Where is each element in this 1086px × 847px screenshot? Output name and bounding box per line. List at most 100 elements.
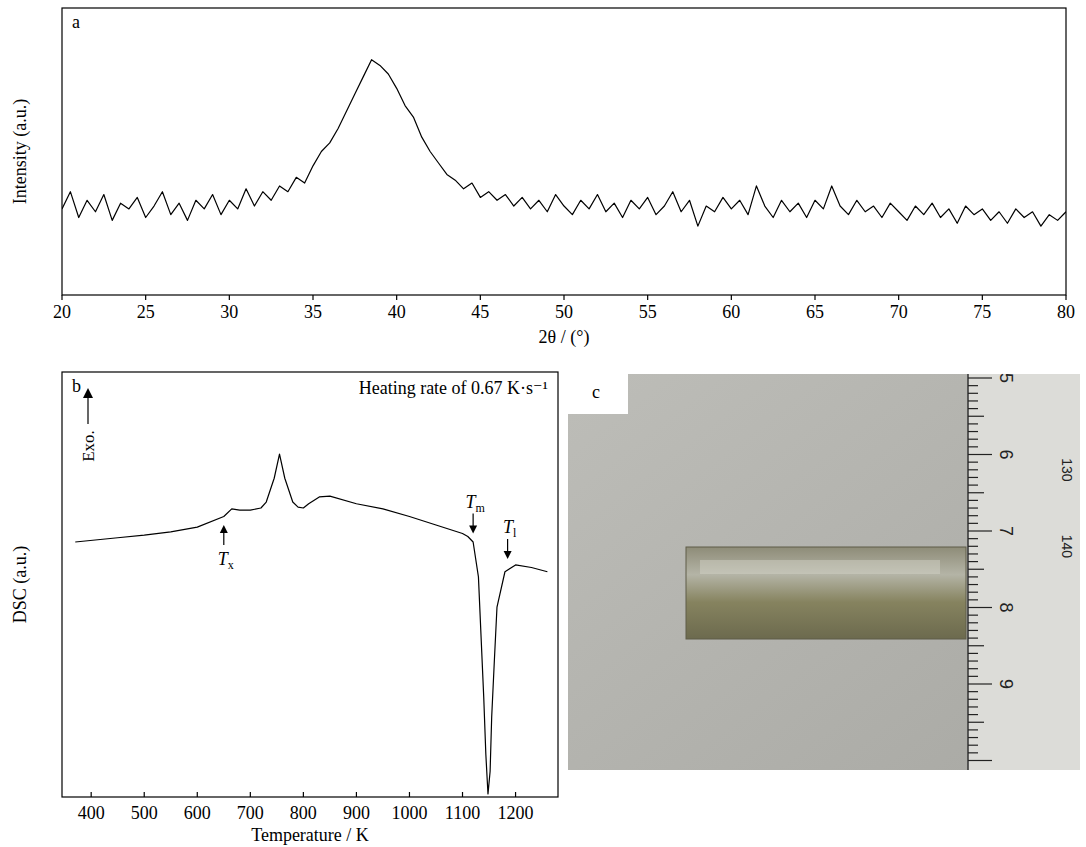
panel-letter: a	[72, 12, 80, 32]
ruler-tick	[968, 500, 978, 501]
ruler-tick	[968, 668, 978, 669]
x-tick	[814, 295, 815, 300]
ruler-tick	[968, 561, 978, 562]
panel-a: 202530354045505560657075802θ / (°)Intens…	[10, 8, 1075, 348]
x-tick	[982, 295, 983, 300]
chart-subtitle: Heating rate of 0.67 K·s⁻¹	[359, 378, 548, 398]
ruler-tick	[968, 553, 978, 554]
annotation-arrow	[473, 514, 474, 528]
x-tick	[91, 792, 92, 797]
x-tick-label: 30	[220, 302, 238, 322]
ruler-tick	[968, 729, 978, 730]
x-tick	[480, 295, 481, 300]
ruler-tick	[968, 760, 992, 761]
x-tick	[462, 792, 463, 797]
data-group	[62, 60, 1066, 226]
x-tick	[1065, 295, 1066, 300]
ruler-tick	[968, 431, 978, 432]
annotation-label: Tm	[465, 492, 485, 515]
x-tick-label: 80	[1057, 302, 1075, 322]
ruler-mm-label: 130	[1059, 458, 1075, 482]
x-tick-label: 70	[890, 302, 908, 322]
ruler-tick	[968, 615, 978, 616]
ruler-tick	[968, 469, 978, 470]
panel-letter: b	[72, 376, 81, 396]
ruler-tick	[968, 546, 978, 547]
x-tick-label: 75	[973, 302, 991, 322]
ruler-tick	[968, 637, 978, 638]
annotation-subscript: x	[228, 558, 234, 572]
x-tick-label: 55	[639, 302, 657, 322]
ruler-tick	[968, 477, 978, 478]
ruler-tick	[968, 515, 978, 516]
annotation-arrow-head	[469, 526, 477, 534]
ruler-tick	[968, 400, 978, 401]
ruler-tick	[968, 745, 978, 746]
ruler-tick	[968, 722, 984, 723]
x-tick	[647, 295, 648, 300]
x-tick-label: 25	[137, 302, 155, 322]
annotation-arrow	[507, 539, 508, 553]
ruler-tick	[968, 454, 992, 455]
x-tick	[303, 792, 304, 797]
ruler-tick	[968, 699, 978, 700]
x-tick	[229, 295, 230, 300]
ruler-tick	[968, 416, 984, 417]
ruler-tick	[968, 492, 984, 493]
x-axis-title: Temperature / K	[251, 825, 369, 845]
ruler-tick	[968, 569, 984, 570]
x-tick	[61, 295, 62, 300]
y-axis-title: Intensity (a.u.)	[10, 99, 31, 204]
annotation: Tx	[218, 525, 234, 572]
sample-ribbon	[686, 547, 966, 639]
x-tick-label: 600	[184, 803, 211, 823]
x-tick-label: 900	[343, 803, 370, 823]
ruler-tick	[968, 584, 978, 585]
annotation-label: Tl	[503, 517, 517, 540]
ruler-tick	[968, 607, 992, 608]
ruler-tick	[968, 660, 978, 661]
figure: 202530354045505560657075802θ / (°)Intens…	[0, 0, 1086, 847]
ruler-cm-label: 5	[996, 373, 1016, 383]
ruler-mm-label: 140	[1059, 535, 1075, 559]
ruler-tick	[968, 691, 978, 692]
ruler-tick	[968, 446, 978, 447]
letter-patch	[568, 374, 628, 414]
x-tick	[197, 792, 198, 797]
ruler-tick	[968, 423, 978, 424]
x-tick-label: 45	[471, 302, 489, 322]
panel-b: 400500600700800900100011001200Temperatur…	[10, 372, 558, 845]
ruler-tick	[968, 737, 978, 738]
annotation: Tm	[465, 492, 485, 534]
panel-letter: c	[592, 382, 600, 402]
x-tick	[898, 295, 899, 300]
x-tick-label: 20	[53, 302, 71, 322]
ruler-tick	[968, 676, 978, 677]
ruler	[968, 374, 1080, 770]
data-line	[62, 60, 1066, 226]
x-tick	[409, 792, 410, 797]
exo-label: Exo.	[79, 430, 98, 462]
x-tick-label: 1200	[498, 803, 534, 823]
ruler-tick	[968, 385, 978, 386]
x-tick-label: 65	[806, 302, 824, 322]
y-axis-title: DSC (a.u.)	[10, 546, 31, 624]
ruler-tick	[968, 706, 978, 707]
annotation-arrow	[223, 531, 224, 545]
x-tick	[515, 792, 516, 797]
annotation-arrow-head	[504, 551, 512, 559]
x-tick	[145, 295, 146, 300]
x-tick	[312, 295, 313, 300]
plot-frame	[62, 8, 1066, 295]
ruler-tick	[968, 622, 978, 623]
ruler-tick	[968, 439, 978, 440]
ruler-tick	[968, 462, 978, 463]
sample-highlight	[700, 560, 940, 574]
x-tick	[356, 792, 357, 797]
x-tick-label: 35	[304, 302, 322, 322]
annotation-subscript: l	[513, 526, 517, 540]
x-tick-label: 50	[555, 302, 573, 322]
ruler-tick	[968, 408, 978, 409]
ruler-cm-label: 6	[996, 449, 1016, 459]
x-tick-label: 60	[722, 302, 740, 322]
